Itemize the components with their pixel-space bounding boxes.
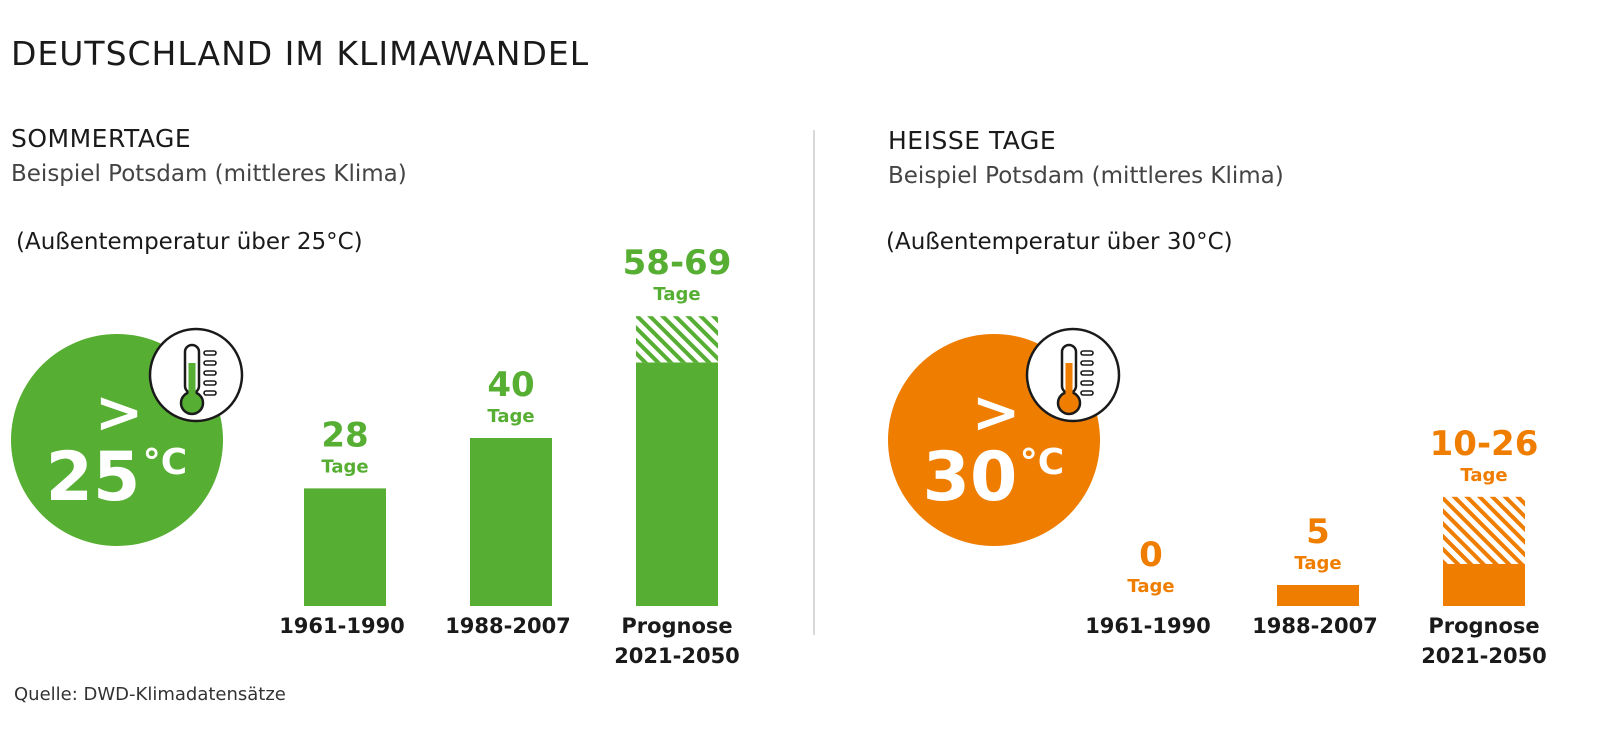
x-tick-label: 2021-2050 xyxy=(614,644,740,668)
thermometer-icon-tick xyxy=(203,350,217,356)
x-tick-label: 1961-1990 xyxy=(279,614,405,638)
thermometer-icon-mercury xyxy=(188,363,196,399)
bar-value-label: 5 xyxy=(1306,512,1330,552)
bar xyxy=(470,438,552,606)
chart-sommertage: >25 °C28Tage1961-199040Tage1988-200758-69… xyxy=(11,243,740,668)
badge-temperature-unit: °C xyxy=(1020,442,1064,483)
panel-note-sommertage: (Außentemperatur über 25°C) xyxy=(16,229,363,255)
bar-unit-label: Tage xyxy=(653,284,700,305)
thermometer-icon-tick xyxy=(203,390,217,396)
bar-range-hatched xyxy=(636,316,718,363)
badge-temperature-value: 30 xyxy=(923,438,1018,517)
bar-value-label: 58-69 xyxy=(623,243,732,283)
panel-divider xyxy=(813,130,815,635)
bar-value-label: 40 xyxy=(487,365,534,405)
thermometer-icon-tick xyxy=(203,360,217,366)
bar-value-label: 28 xyxy=(321,415,368,455)
badge-greater-than: > xyxy=(95,378,144,446)
badge-temperature-value: 25 xyxy=(46,438,141,517)
thermometer-icon-tick xyxy=(1080,360,1094,366)
thermometer-icon-tick xyxy=(1080,350,1094,356)
thermometer-icon-tick xyxy=(1080,390,1094,396)
bar-range-low xyxy=(1443,564,1525,606)
panel-note-heisse-tage: (Außentemperatur über 30°C) xyxy=(886,229,1233,255)
thermometer-icon-tick xyxy=(203,370,217,376)
thermometer-icon-tick xyxy=(1080,380,1094,386)
x-tick-label: 2021-2050 xyxy=(1421,644,1547,668)
thermometer-icon-tick xyxy=(203,380,217,386)
bar-unit-label: Tage xyxy=(487,406,534,427)
panel-title-sommertage: SOMMERTAGE xyxy=(11,124,192,153)
x-tick-label: 1961-1990 xyxy=(1085,614,1211,638)
x-tick-label: Prognose xyxy=(621,614,732,638)
x-tick-label: Prognose xyxy=(1428,614,1539,638)
bar xyxy=(1277,585,1359,606)
bar-unit-label: Tage xyxy=(1294,553,1341,574)
panel-title-heisse-tage: HEISSE TAGE xyxy=(888,126,1057,155)
bar-range-low xyxy=(636,362,718,606)
thermometer-icon xyxy=(1025,327,1121,423)
bar-value-label: 0 xyxy=(1139,535,1163,575)
bar-range-hatched xyxy=(1443,496,1525,564)
thermometer-icon-tick xyxy=(1080,370,1094,376)
badge-greater-than: > xyxy=(972,378,1021,446)
thermometer-icon xyxy=(148,327,244,423)
bar-unit-label: Tage xyxy=(1460,465,1507,486)
source-note: Quelle: DWD-Klimadatensätze xyxy=(14,684,286,705)
thermometer-icon-mercury xyxy=(1065,363,1073,399)
panel-subtitle-heisse-tage: Beispiel Potsdam (mittleres Klima) xyxy=(888,163,1284,189)
bar-unit-label: Tage xyxy=(321,456,368,477)
bar-value-label: 10-26 xyxy=(1430,424,1539,464)
x-tick-label: 1988-2007 xyxy=(1252,614,1378,638)
infographic-title: DEUTSCHLAND IM KLIMAWANDEL xyxy=(11,34,590,73)
x-tick-label: 1988-2007 xyxy=(445,614,571,638)
bar-unit-label: Tage xyxy=(1127,576,1174,597)
badge-temperature-unit: °C xyxy=(143,442,187,483)
bar xyxy=(304,488,386,606)
panel-subtitle-sommertage: Beispiel Potsdam (mittleres Klima) xyxy=(11,161,407,187)
chart-heisse-tage: >30 °C0Tage1961-19905Tage1988-200710-26Ta… xyxy=(888,327,1547,668)
